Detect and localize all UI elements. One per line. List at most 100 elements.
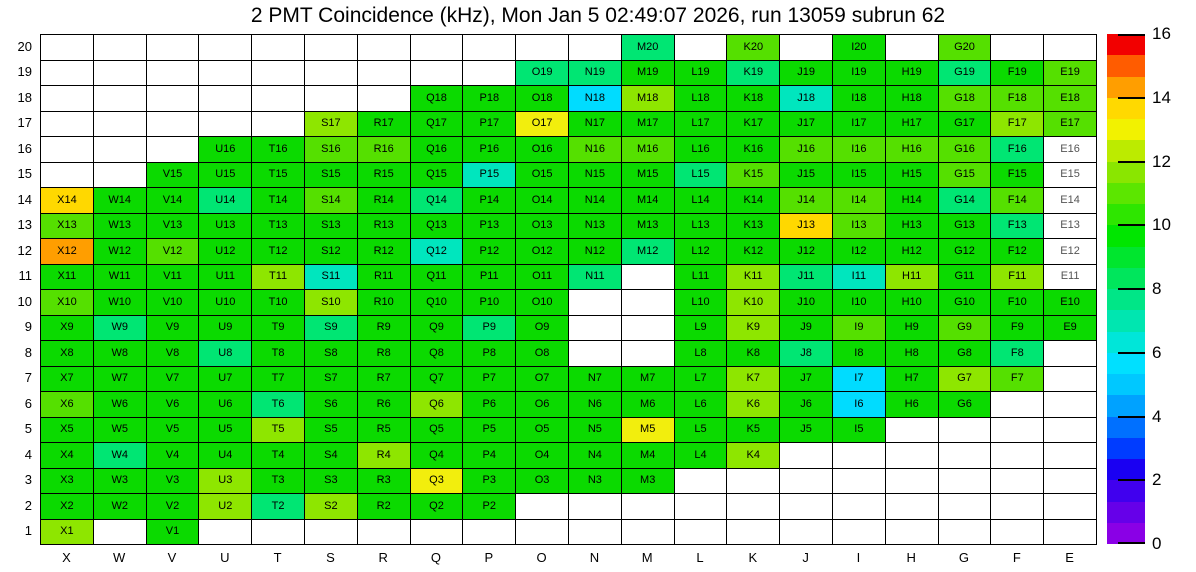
cell-I20: I20 [832,35,886,61]
cell-label: K20 [743,40,764,53]
cell-V13: V13 [146,213,200,239]
cell-label: F9 [1010,321,1024,334]
cell-label: W9 [111,321,128,334]
cell-label: W4 [111,448,128,461]
cell-H14: H14 [885,188,939,214]
cell-K14: K14 [727,188,781,214]
colorbar-band [1107,225,1145,247]
cell-label: F17 [1007,117,1027,130]
cell-O13: O13 [516,213,569,239]
empty-cell-Q1 [410,519,464,545]
cell-G9: G9 [938,315,992,341]
empty-cell-W19 [93,60,147,86]
cell-label: P3 [482,474,497,487]
colorbar-tick [1118,351,1145,354]
cell-label: V2 [165,499,180,512]
cell-label: W5 [111,423,128,436]
cell-label: R3 [376,474,391,487]
cell-label: R14 [373,193,394,206]
cell-S8: S8 [304,341,358,367]
cell-label: K17 [743,117,764,130]
cell-E19: E19 [1044,60,1097,86]
cell-K7: K7 [727,366,781,392]
cell-label: L10 [691,295,710,308]
cell-Q5: Q5 [410,417,464,443]
cell-label: P10 [479,295,500,308]
cell-label: O18 [531,91,553,104]
cell-label: L13 [691,219,710,232]
cell-V3: V3 [146,468,200,494]
colorbar-band [1107,161,1145,183]
cell-label: R10 [373,295,394,308]
cell-J19: J19 [780,60,833,86]
cell-label: U3 [218,474,233,487]
cell-T8: T8 [252,341,305,367]
cell-label: I16 [851,142,867,155]
empty-cell-E6 [1044,392,1097,418]
empty-cell-P1 [463,519,517,545]
empty-cell-E20 [1044,35,1097,61]
x-axis-label-T: T [273,550,282,565]
cell-U7: U7 [199,366,253,392]
empty-cell-S19 [304,60,358,86]
cell-N18: N18 [568,86,622,112]
cell-L8: L8 [674,341,728,367]
cell-label: N5 [587,423,602,436]
empty-cell-G1 [938,519,992,545]
empty-cell-T20 [252,35,305,61]
cell-M13: M13 [621,213,675,239]
cell-label: I17 [851,117,867,130]
empty-cell-J20 [780,35,833,61]
cell-L9: L9 [674,315,728,341]
empty-cell-P20 [463,35,517,61]
cell-label: I20 [851,40,867,53]
cell-O6: O6 [516,392,569,418]
cell-J14: J14 [780,188,833,214]
cell-label: I10 [851,295,867,308]
y-axis-label-4: 4 [24,446,32,462]
cell-label: R17 [373,117,394,130]
cell-R16: R16 [357,137,411,163]
cell-label: G8 [957,346,972,359]
cell-F11: F11 [991,264,1045,290]
cell-label: F10 [1007,295,1027,308]
cell-label: K13 [743,219,764,232]
x-axis-label-U: U [220,550,230,565]
cell-label: N19 [584,66,605,79]
cell-W4: W4 [93,443,147,469]
cell-V9: V9 [146,315,200,341]
cell-label: S9 [324,321,338,334]
y-axis-label-9: 9 [24,319,32,335]
cell-label: X7 [60,372,74,385]
colorbar-tick-label-12: 12 [1152,151,1171,171]
cell-label: E18 [1060,91,1080,104]
cell-label: P16 [479,142,500,155]
cell-label: U11 [215,270,235,283]
cell-J12: J12 [780,239,833,265]
cell-M18: M18 [621,86,675,112]
colorbar-tick [1118,224,1145,227]
empty-cell-J4 [780,443,833,469]
x-axis-label-W: W [113,550,126,565]
colorbar-band [1107,140,1145,162]
cell-label: K15 [743,168,764,181]
x-axis-label-V: V [167,550,177,565]
empty-cell-E7 [1044,366,1097,392]
colorbar-band [1107,267,1145,289]
cell-W13: W13 [93,213,147,239]
colorbar-band [1107,416,1145,438]
cell-Q3: Q3 [410,468,464,494]
cell-label: R12 [373,244,394,257]
cell-G20: G20 [938,35,992,61]
cell-label: G9 [957,321,972,334]
cell-label: F7 [1010,372,1024,385]
empty-cell-L2 [674,494,728,520]
cell-F14: F14 [991,188,1045,214]
empty-cell-H4 [885,443,939,469]
cell-G13: G13 [938,213,992,239]
cell-U16: U16 [199,137,253,163]
cell-X6: X6 [41,392,94,418]
empty-cell-M10 [621,290,675,316]
cell-label: H12 [901,244,922,257]
cell-label: R5 [376,423,391,436]
